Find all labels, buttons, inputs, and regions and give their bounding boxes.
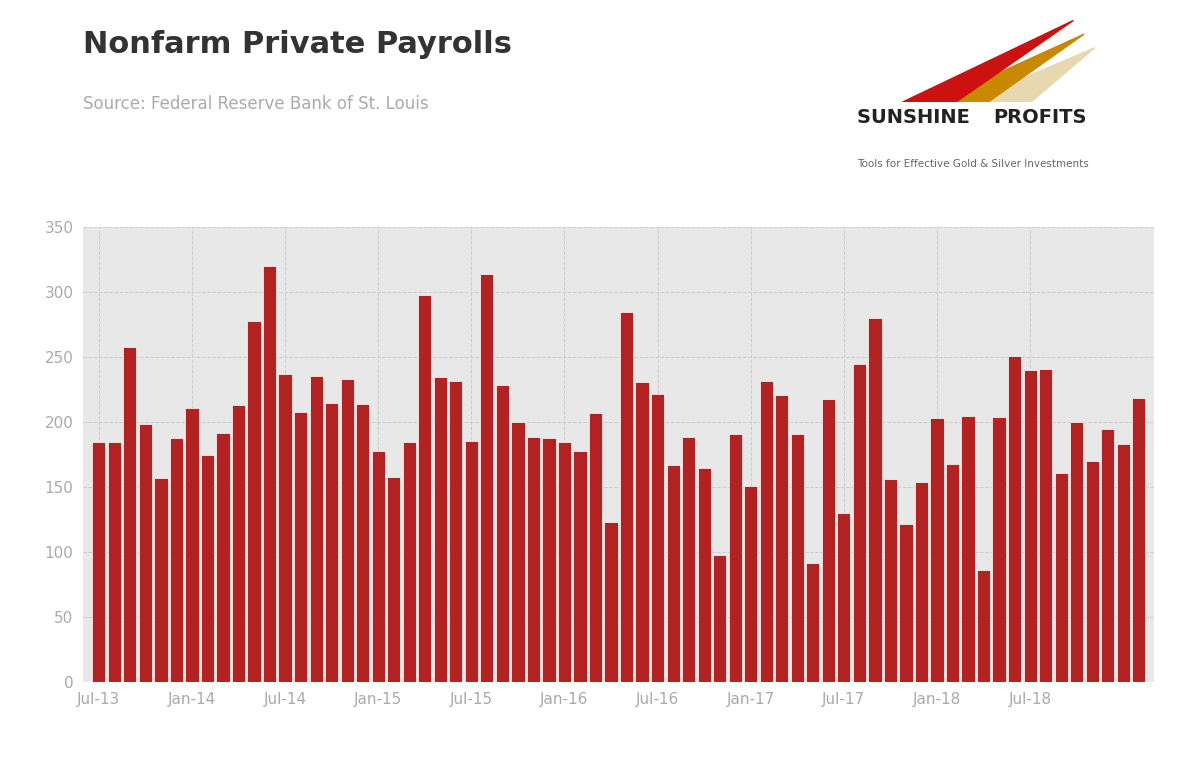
Bar [822,399,835,682]
Bar [186,408,199,682]
Bar [838,513,851,682]
Bar [170,438,183,682]
Bar [900,524,913,682]
Bar [931,418,944,682]
Bar [139,424,152,682]
Bar [558,442,571,682]
Bar [1132,398,1145,682]
Bar [433,377,447,682]
Bar [869,318,882,682]
Bar [278,374,292,682]
Bar [248,321,261,682]
Bar [605,522,618,682]
Bar [263,266,276,682]
Bar [418,295,432,682]
Bar [744,486,757,682]
Text: Nonfarm Private Payrolls: Nonfarm Private Payrolls [83,30,513,59]
Bar [512,422,525,682]
Bar [481,274,494,682]
Bar [371,451,384,682]
Text: Tools for Effective Gold & Silver Investments: Tools for Effective Gold & Silver Invest… [857,159,1089,169]
Bar [713,555,726,682]
Bar [356,404,369,682]
Bar [574,451,587,682]
Bar [1085,462,1098,682]
Bar [1054,473,1067,682]
Bar [759,381,772,682]
Polygon shape [934,34,1084,102]
Bar [697,468,710,682]
Bar [946,464,959,682]
Bar [620,312,633,682]
Bar [775,395,789,682]
Text: SUNSHINE: SUNSHINE [857,108,977,127]
Bar [635,382,649,682]
Bar [309,375,322,682]
Bar [977,571,990,682]
Bar [807,562,820,682]
Text: Source: Federal Reserve Bank of St. Louis: Source: Federal Reserve Bank of St. Loui… [83,95,428,113]
Bar [853,364,866,682]
Bar [682,437,695,682]
Bar [1116,444,1129,682]
Polygon shape [966,48,1095,102]
Bar [465,440,478,682]
Bar [387,477,400,682]
Bar [962,416,975,682]
Bar [155,478,168,682]
Bar [402,442,415,682]
Bar [232,406,245,682]
Polygon shape [902,20,1073,102]
Bar [1039,369,1052,682]
Bar [790,434,804,682]
Bar [527,437,540,682]
Bar [450,381,463,682]
Bar [217,433,230,682]
Bar [728,434,741,682]
Text: PROFITS: PROFITS [994,108,1088,127]
Bar [651,393,664,682]
Bar [543,438,556,682]
Bar [992,417,1006,682]
Bar [325,402,338,682]
Bar [589,413,602,682]
Bar [108,442,121,682]
Bar [124,347,137,682]
Bar [294,412,307,682]
Bar [201,455,214,682]
Bar [340,380,353,682]
Bar [93,442,106,682]
Bar [1070,422,1083,682]
Bar [666,465,679,682]
Bar [1008,356,1021,682]
Bar [915,482,928,682]
Bar [1101,429,1114,682]
Bar [1023,371,1036,682]
Bar [496,384,509,682]
Bar [884,480,897,682]
